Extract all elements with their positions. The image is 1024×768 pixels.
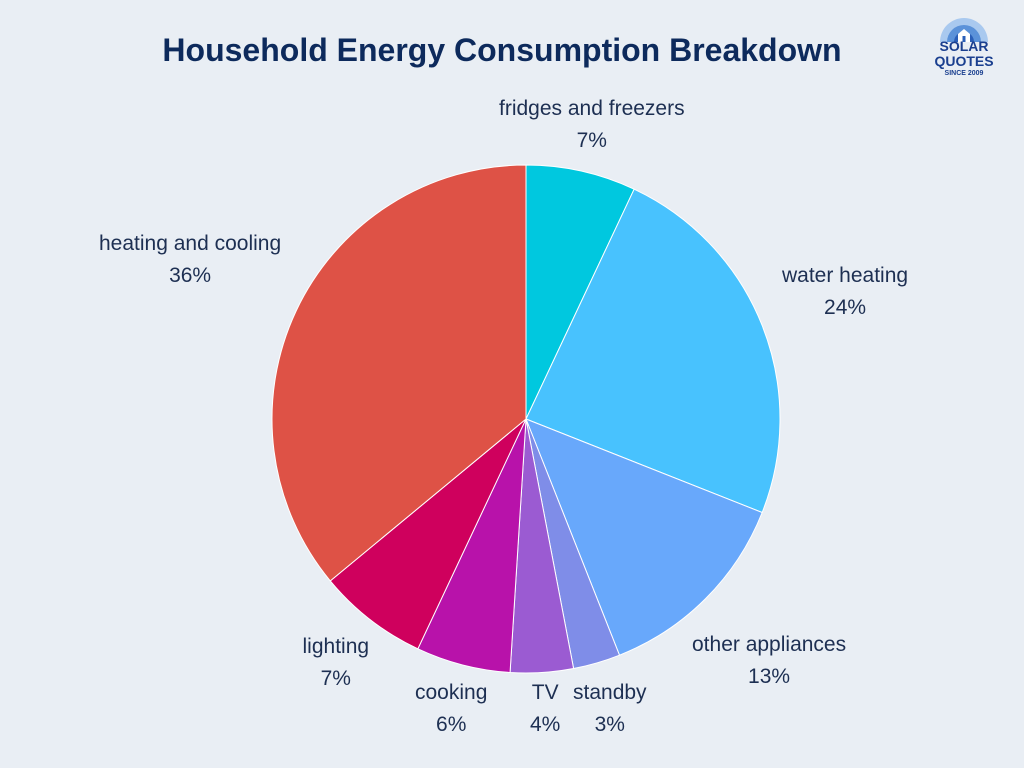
slice-label-name: cooking	[415, 681, 488, 704]
slice-label-name: fridges and freezers	[499, 97, 685, 120]
pie-slice-fridges-and-freezers	[525, 164, 635, 420]
pie-slice-heating-and-cooling	[271, 164, 527, 582]
slice-label-lighting: lighting 7%	[303, 631, 370, 695]
slice-label-value: 36%	[169, 264, 212, 287]
slice-label-value: 6%	[436, 713, 467, 736]
slice-label-name: water heating	[782, 264, 909, 287]
slice-label-water-heating: water heating 24%	[782, 260, 908, 324]
slice-label-value: 3%	[594, 713, 625, 736]
slice-label-heating-and-cooling: heating and cooling 36%	[99, 228, 281, 292]
pie-slice-lighting	[329, 418, 527, 650]
brand-logo: SOLAR QUOTES SINCE 2009	[934, 16, 994, 88]
slice-label-fridges-and-freezers: fridges and freezers 7%	[499, 93, 685, 157]
slice-label-value: 4%	[530, 713, 561, 736]
slice-label-standby: standby 3%	[573, 677, 647, 741]
slice-label-value: 13%	[748, 665, 791, 688]
slice-label-value: 7%	[320, 667, 351, 690]
logo-text-since: SINCE 2009	[944, 70, 984, 77]
pie-slice-other-appliances	[525, 418, 763, 656]
slice-label-name: heating and cooling	[99, 232, 282, 255]
slice-label-other-appliances: other appliances 13%	[692, 629, 846, 693]
slice-label-name: lighting	[302, 635, 370, 658]
slice-label-value: 24%	[824, 296, 867, 319]
logo-text-solar: SOLAR	[939, 38, 989, 54]
pie-slice-water-heating	[525, 188, 781, 514]
chart-title: Household Energy Consumption Breakdown	[162, 32, 842, 68]
slice-label-value: 7%	[576, 129, 607, 152]
slice-label-tv: TV 4%	[530, 677, 560, 741]
slice-label-name: standby	[573, 681, 647, 704]
sun-house-icon	[940, 18, 988, 42]
logo-text-quotes: QUOTES	[934, 53, 994, 69]
slice-label-cooking: cooking 6%	[415, 677, 487, 741]
slice-label-name: TV	[531, 681, 559, 704]
slice-label-name: other appliances	[692, 633, 847, 656]
